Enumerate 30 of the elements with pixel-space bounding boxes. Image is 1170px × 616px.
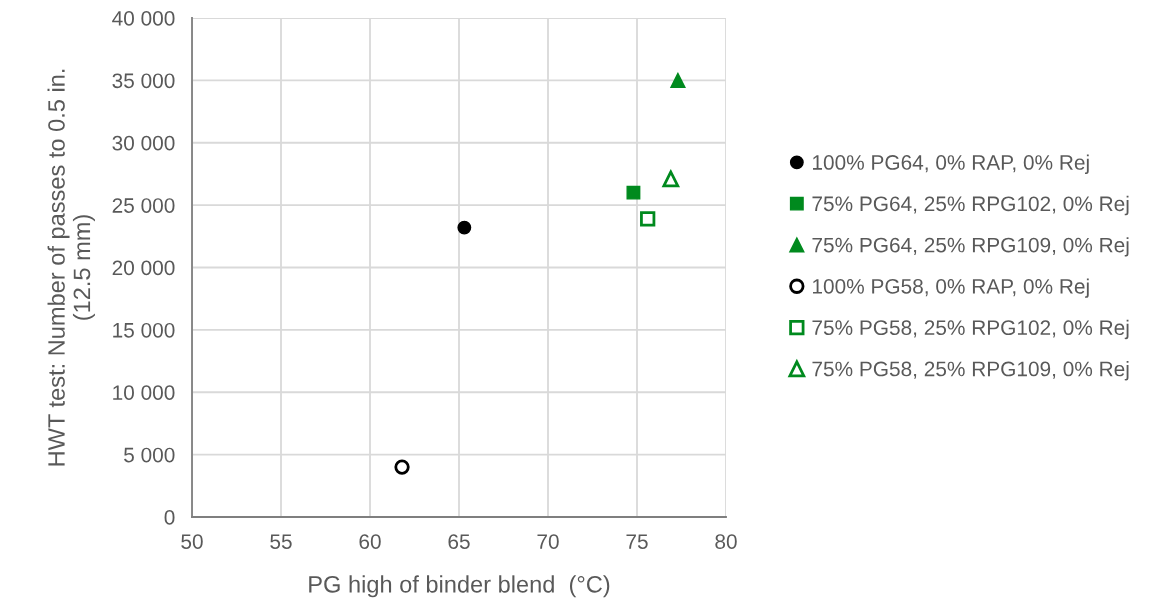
y-tick-label: 20 000 <box>112 260 175 276</box>
legend-label: 75% PG64, 25% RPG109, 0% Rej <box>812 237 1129 257</box>
x-axis-title: PG high of binder blend (°C) <box>309 575 610 598</box>
legend-label: 75% PG58, 25% RPG109, 0% Rej <box>812 361 1129 381</box>
x-tick-label: 70 <box>537 534 559 549</box>
x-tick-label: 60 <box>359 534 381 549</box>
point <box>662 170 680 188</box>
y-tick-label: 10 000 <box>113 385 175 400</box>
x-tick-label: 65 <box>448 534 470 549</box>
x-tick-label: 55 <box>270 534 292 549</box>
x-tick-label: 75 <box>626 534 648 549</box>
legend-label: 100% PG58, 0% RAP, 0% Rej <box>813 278 1089 298</box>
point <box>640 211 656 227</box>
y-tick-label: 5 000 <box>124 447 175 463</box>
y-tick-label: 40 000 <box>112 11 175 26</box>
legend-label: 100% PG64, 0% RAP, 0% Rej <box>813 154 1089 174</box>
point <box>626 185 641 200</box>
y-tick-label: 25 000 <box>112 198 175 213</box>
x-tick-label: 80 <box>715 534 737 549</box>
legend-label: 75% PG58, 25% RPG102, 0% Rej <box>812 319 1129 340</box>
y-tick-label: 30 000 <box>112 135 175 151</box>
legend-label: 75% PG64, 25% RPG102, 0% Rej <box>812 195 1129 216</box>
y-tick-label: 35 000 <box>112 73 175 89</box>
x-tick-label: 50 <box>181 534 203 549</box>
point <box>670 72 686 89</box>
y-tick-label: 0 <box>164 510 175 525</box>
y-tick-label: 15 000 <box>113 322 175 338</box>
point <box>394 459 410 475</box>
point <box>457 220 472 235</box>
y-axis-title: HWT test: Number of passes to 0.5 in. (12.5 mm) <box>47 69 95 466</box>
